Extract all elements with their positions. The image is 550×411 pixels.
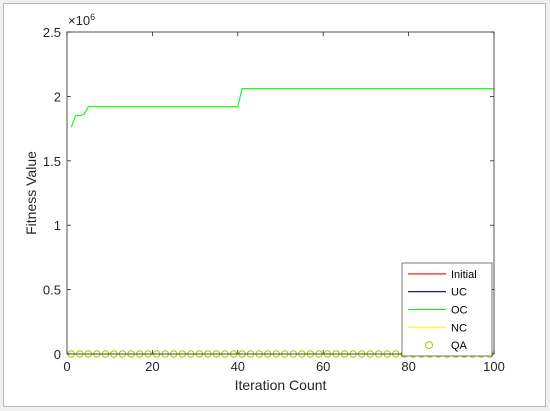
legend-qa-label: QA xyxy=(451,340,468,352)
legend-nc-label: NC xyxy=(451,322,467,334)
legend-initial-label: Initial xyxy=(451,269,477,281)
y-axis-exponent: ×106 xyxy=(68,12,95,28)
legend-uc-label: UC xyxy=(451,287,467,299)
x-tick-label: 100 xyxy=(483,359,505,374)
x-tick-label: 20 xyxy=(145,359,159,374)
y-axis-exponent-power: 6 xyxy=(90,12,95,22)
y-tick-label: 0 xyxy=(54,347,61,362)
y-tick-label: 2.5 xyxy=(43,25,61,40)
y-tick-label: 1.5 xyxy=(43,154,61,169)
x-tick-label: 60 xyxy=(316,359,330,374)
axes-layer: 0 20 40 60 80 100 0 0.5 1 1.5 2 2.5 xyxy=(43,25,505,374)
y-tick-label: 0.5 xyxy=(43,283,61,298)
series-oc-line xyxy=(70,88,494,128)
legend: Initial UC OC NC QA xyxy=(401,262,493,357)
y-tick-label: 1 xyxy=(54,218,61,233)
y-axis-label: Fitness Value xyxy=(23,151,39,235)
x-tick-label: 0 xyxy=(63,359,70,374)
x-tick-label: 40 xyxy=(231,359,245,374)
y-axis-exponent-base: ×10 xyxy=(68,13,90,28)
x-tick-label: 80 xyxy=(401,359,415,374)
legend-qa-marker xyxy=(425,341,433,350)
axes-box xyxy=(66,31,495,355)
legend-oc-label: OC xyxy=(451,305,468,317)
y-tick-label: 2 xyxy=(54,89,61,104)
x-axis-label: Iteration Count xyxy=(235,377,327,393)
